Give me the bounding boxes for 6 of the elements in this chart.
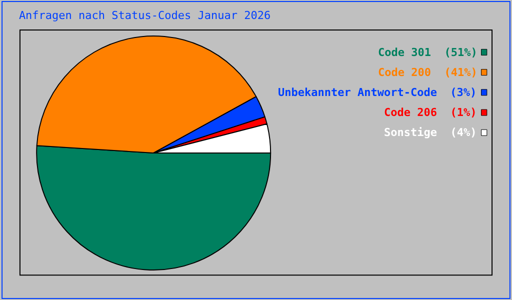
legend-label: Code 200 (41%) xyxy=(378,66,478,79)
chart-title: Anfragen nach Status-Codes Januar 2026 xyxy=(18,8,271,22)
legend-label: Code 206 (1%) xyxy=(384,106,477,119)
legend-label: Code 301 (51%) xyxy=(378,46,478,59)
legend-label: Unbekannter Antwort-Code (3%) xyxy=(278,86,477,99)
legend-label: Sonstige (4%) xyxy=(384,126,477,139)
